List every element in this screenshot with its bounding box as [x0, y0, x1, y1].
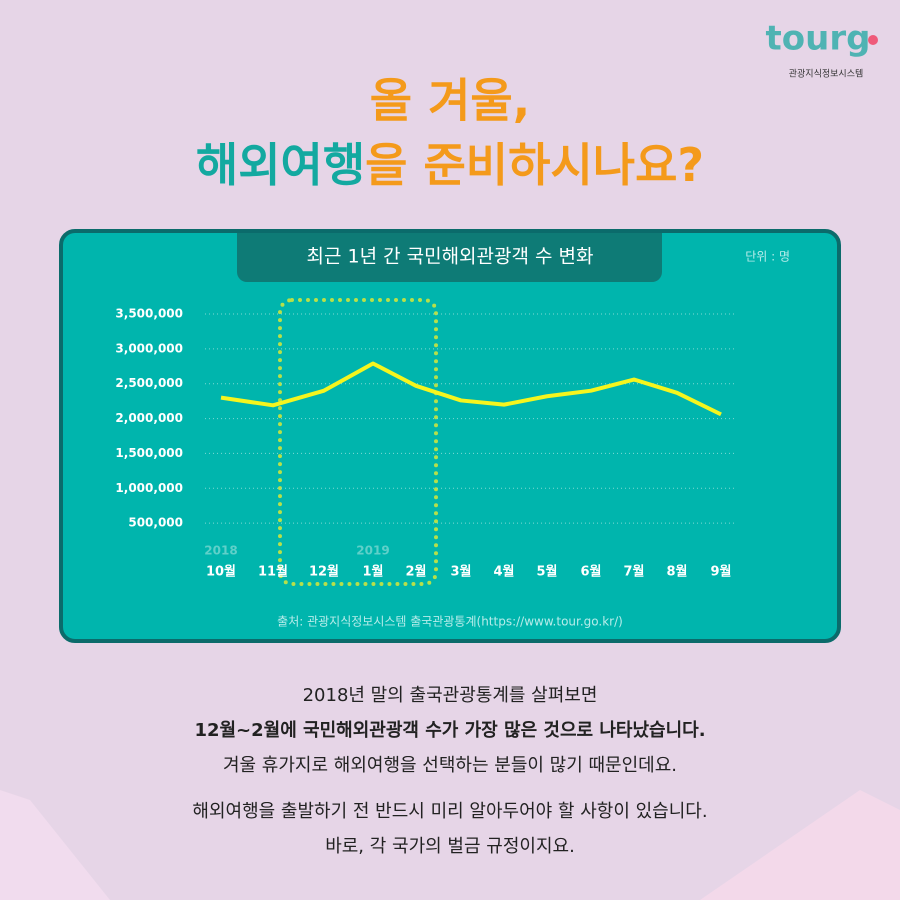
x-tick-label: 11월 — [258, 564, 288, 580]
logo-pin — [868, 35, 878, 45]
x-tick-label: 2월 — [405, 564, 426, 580]
body-line: 12월~2월에 국민해외관광객 수가 가장 많은 것으로 나타났습니다. — [194, 720, 705, 741]
x-tick-label: 6월 — [580, 564, 601, 580]
body-line: 해외여행을 출발하기 전 반드시 미리 알아두어야 할 사항이 있습니다. — [192, 801, 707, 822]
body-line: 겨울 휴가지로 해외여행을 선택하는 분들이 많기 때문인데요. — [223, 755, 677, 776]
year-label: 2019 — [356, 544, 389, 558]
headline: 올 겨울, — [370, 74, 530, 128]
y-tick-label: 3,000,000 — [115, 341, 183, 355]
x-tick-label: 3월 — [450, 564, 471, 580]
headline-rest: 을 준비하시나요? — [365, 138, 704, 192]
source: 출처: 관광지식정보시스템 출국관광통계(https://www.tour.go… — [277, 615, 623, 629]
highlight-box — [278, 298, 438, 586]
mountain — [700, 790, 900, 900]
y-tick-label: 2,500,000 — [115, 376, 183, 390]
headline: 해외여행을 준비하시나요? — [196, 138, 704, 192]
x-tick-label: 7월 — [623, 564, 644, 580]
x-tick-label: 5월 — [536, 564, 557, 580]
chart-title: 최근 1년 간 국민해외관광객 수 변화 — [306, 246, 593, 268]
y-tick-label: 1,000,000 — [115, 481, 183, 495]
mountain — [0, 790, 110, 900]
y-tick-label: 2,000,000 — [115, 411, 183, 425]
unit-label: 단위 : 명 — [745, 250, 790, 264]
x-tick-label: 12월 — [309, 564, 339, 580]
chart-title-tab — [237, 233, 662, 282]
logo: tourg — [766, 19, 871, 59]
x-tick-label: 8월 — [666, 564, 687, 580]
body-text: 2018년 말의 출국관광통계를 살펴보면 12월~2월에 국민해외관광객 수가 … — [192, 685, 707, 857]
x-tick-label: 10월 — [206, 564, 236, 580]
headline-highlight: 해외여행 — [196, 138, 365, 192]
x-tick-label: 1월 — [362, 564, 383, 580]
logo-subtitle: 관광지식정보시스템 — [789, 68, 864, 80]
chart-panel — [59, 229, 841, 643]
body-line: 2018년 말의 출국관광통계를 살펴보면 — [303, 685, 598, 706]
y-tick-label: 500,000 — [128, 516, 183, 530]
data-line — [220, 361, 722, 417]
y-tick-label: 3,500,000 — [115, 307, 183, 321]
body-line: 바로, 각 국가의 벌금 규정이지요. — [325, 836, 575, 857]
x-tick-label: 9월 — [710, 564, 731, 580]
y-tick-label: 1,500,000 — [115, 446, 183, 460]
year-label: 2018 — [204, 544, 237, 558]
x-tick-label: 4월 — [493, 564, 514, 580]
